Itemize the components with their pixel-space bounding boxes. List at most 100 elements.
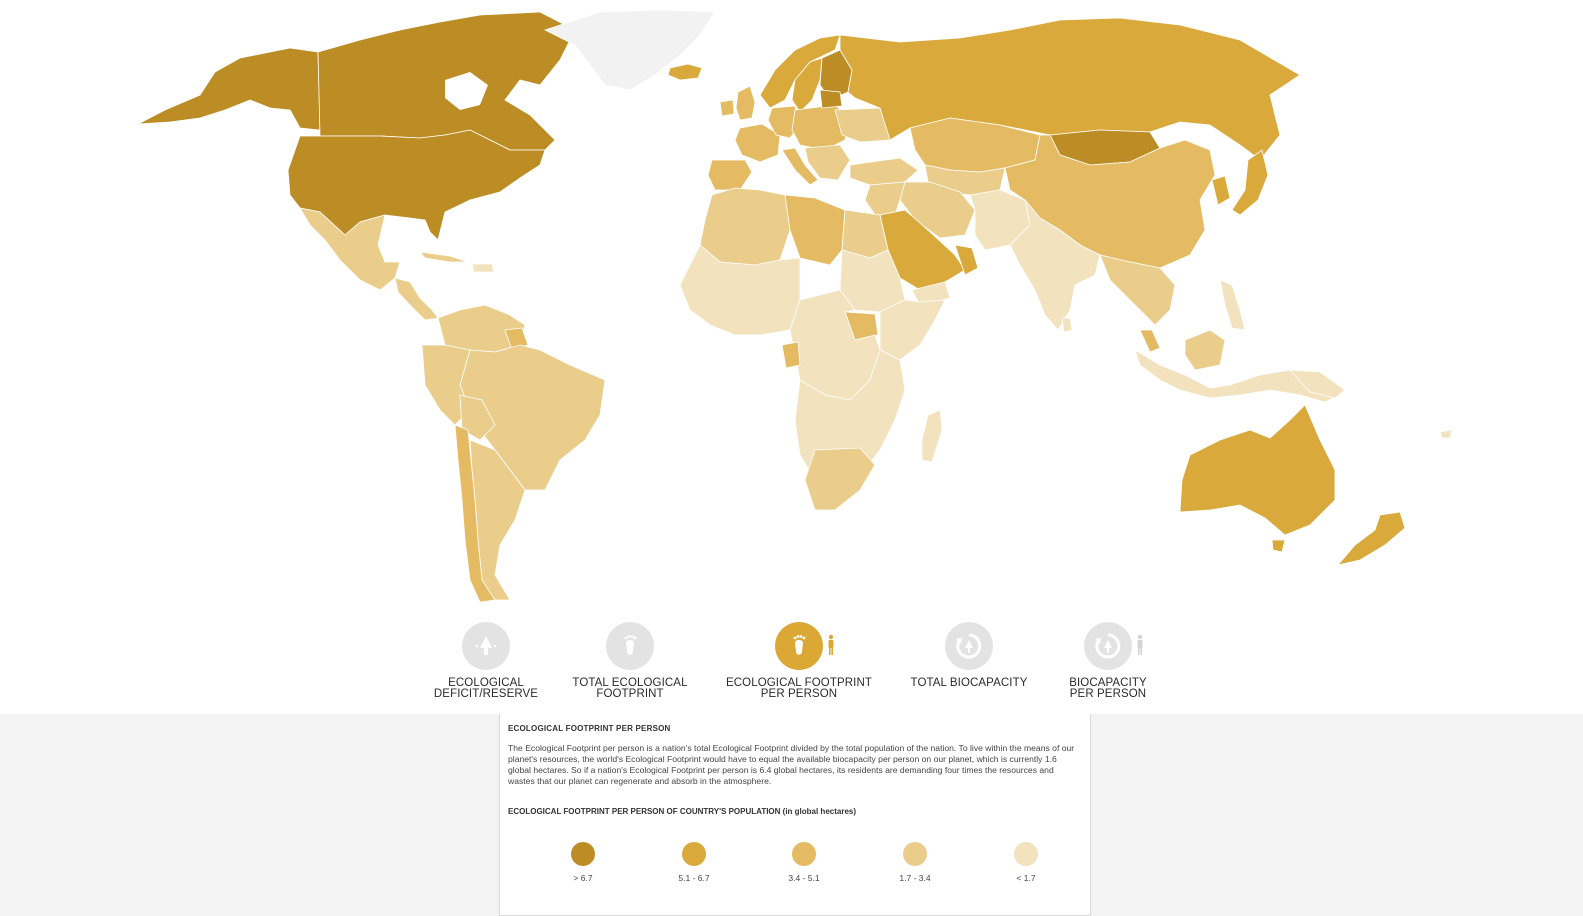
country-chile[interactable] — [454, 424, 496, 603]
legend-item: > 6.7 — [543, 842, 623, 883]
country-suriname[interactable] — [504, 327, 529, 351]
world-map — [137, 9, 1453, 603]
country-spain[interactable] — [707, 159, 753, 191]
biocapacity-icon — [1095, 633, 1121, 659]
country-ethiopia-somalia[interactable] — [879, 299, 946, 361]
tab-total-biocapacity[interactable]: TOTAL BIOCAPACITY — [884, 622, 1054, 689]
tab-label: TOTAL BIOCAPACITY — [884, 677, 1054, 689]
person-icon — [1137, 634, 1143, 655]
country-libya[interactable] — [784, 194, 846, 266]
country-gabon[interactable] — [781, 341, 801, 369]
country-indochina[interactable] — [1099, 254, 1176, 326]
legend-swatch — [682, 842, 706, 866]
country-madagascar[interactable] — [921, 409, 943, 463]
legend: > 6.7 5.1 - 6.7 3.4 - 5.1 1.7 - 3.4 < 1.… — [520, 842, 1070, 887]
country-papua-new-guinea[interactable] — [1289, 369, 1346, 399]
country-malaysia[interactable] — [1139, 329, 1161, 353]
legend-range: > 6.7 — [573, 873, 593, 883]
country-russia[interactable] — [839, 17, 1301, 161]
tab-icon-circle — [775, 622, 834, 670]
country-baltics[interactable] — [819, 89, 843, 109]
legend-title: ECOLOGICAL FOOTPRINT PER PERSON OF COUNT… — [508, 807, 857, 816]
country-turkey[interactable] — [849, 157, 919, 186]
country-cuba[interactable] — [419, 251, 469, 263]
tab-icon-circle — [606, 622, 654, 670]
country-australia[interactable] — [1179, 404, 1336, 536]
footprint-icon — [793, 635, 806, 655]
country-japan[interactable] — [1231, 149, 1269, 216]
country-sweden[interactable] — [791, 57, 823, 113]
world-map-svg — [137, 9, 1453, 603]
panel-description: The Ecological Footprint per person is a… — [508, 743, 1075, 786]
country-central-europe[interactable] — [791, 104, 851, 151]
tab-label-line1: ECOLOGICAL — [448, 677, 524, 689]
country-central-america[interactable] — [394, 277, 439, 321]
legend-swatch — [792, 842, 816, 866]
tab-ecological-footprint-per-person[interactable]: ECOLOGICAL FOOTPRINT PER PERSON — [714, 622, 884, 700]
metric-tabs: ECOLOGICAL DEFICIT/RESERVE TOTAL ECOLOGI… — [0, 612, 1583, 714]
tab-label-line2: FOOTPRINT — [596, 688, 664, 700]
country-uk[interactable] — [735, 85, 756, 121]
tab-label-line1: BIOCAPACITY — [1069, 677, 1147, 689]
tab-biocapacity-per-person[interactable]: BIOCAPACITY PER PERSON — [1023, 622, 1193, 700]
tab-label: ECOLOGICAL FOOTPRINT PER PERSON — [714, 677, 884, 700]
tree-balance-icon — [475, 636, 497, 655]
tab-label-line1: ECOLOGICAL FOOTPRINT — [726, 677, 872, 689]
country-ireland[interactable] — [719, 99, 735, 117]
legend-range: < 1.7 — [1016, 873, 1036, 883]
country-indonesia[interactable] — [1134, 349, 1341, 403]
country-china[interactable] — [1004, 134, 1216, 269]
tab-label: TOTAL ECOLOGICAL FOOTPRINT — [545, 677, 715, 700]
person-icon — [828, 634, 834, 655]
country-iceland[interactable] — [667, 63, 703, 81]
tab-label-line2: PER PERSON — [760, 688, 838, 700]
tab-label-line2: PER PERSON — [1069, 688, 1147, 700]
tab-label-line2: DEFICIT/RESERVE — [433, 688, 539, 700]
tab-total-ecological-footprint[interactable]: TOTAL ECOLOGICAL FOOTPRINT — [545, 622, 715, 700]
panel-title: ECOLOGICAL FOOTPRINT PER PERSON — [508, 724, 671, 733]
country-italy[interactable] — [781, 147, 819, 186]
info-section: ECOLOGICAL FOOTPRINT PER PERSON The Ecol… — [0, 714, 1583, 916]
hudson-bay — [445, 72, 488, 110]
country-bolivia[interactable] — [459, 394, 496, 441]
biocapacity-icon — [956, 633, 982, 659]
country-india[interactable] — [1009, 199, 1101, 331]
country-norway[interactable] — [759, 34, 841, 109]
country-greenland[interactable] — [543, 9, 716, 91]
legend-swatch — [903, 842, 927, 866]
country-tasmania[interactable] — [1271, 539, 1286, 553]
footprint-icon — [624, 635, 637, 655]
country-iraq-syria[interactable] — [864, 181, 906, 216]
country-hispaniola[interactable] — [471, 263, 495, 273]
tab-icon-circle — [1084, 622, 1143, 670]
tab-ecological-deficit-reserve[interactable]: ECOLOGICAL DEFICIT/RESERVE — [401, 622, 571, 700]
country-yemen[interactable] — [911, 281, 951, 306]
country-alaska[interactable] — [137, 47, 321, 131]
country-uae-oman[interactable] — [954, 244, 979, 276]
legend-item: 1.7 - 3.4 — [875, 842, 955, 883]
country-iran[interactable] — [899, 181, 976, 239]
info-panel: ECOLOGICAL FOOTPRINT PER PERSON The Ecol… — [499, 714, 1091, 916]
country-mexico[interactable] — [299, 207, 401, 291]
tab-icon-circle — [462, 622, 510, 670]
tab-label-line1: TOTAL BIOCAPACITY — [910, 677, 1028, 689]
country-borneo[interactable] — [1184, 329, 1226, 371]
legend-range: 1.7 - 3.4 — [899, 873, 931, 883]
legend-swatch — [1014, 842, 1038, 866]
country-philippines[interactable] — [1219, 279, 1246, 331]
country-south-africa[interactable] — [804, 447, 876, 511]
country-korea[interactable] — [1211, 175, 1231, 206]
legend-item: 3.4 - 5.1 — [764, 842, 844, 883]
country-pacific-islands[interactable] — [1439, 429, 1453, 439]
country-balkans[interactable] — [804, 144, 851, 181]
country-france[interactable] — [734, 123, 781, 163]
tab-label: BIOCAPACITY PER PERSON — [1023, 677, 1193, 700]
tab-icon-circle — [945, 622, 993, 670]
country-morocco-algeria[interactable] — [699, 187, 791, 266]
tab-label: ECOLOGICAL DEFICIT/RESERVE — [401, 677, 571, 700]
tab-label-line1: TOTAL ECOLOGICAL — [572, 677, 688, 689]
country-new-zealand[interactable] — [1336, 511, 1406, 566]
legend-item: 5.1 - 6.7 — [654, 842, 734, 883]
legend-range: 5.1 - 6.7 — [678, 873, 710, 883]
country-sri-lanka[interactable] — [1061, 317, 1073, 333]
